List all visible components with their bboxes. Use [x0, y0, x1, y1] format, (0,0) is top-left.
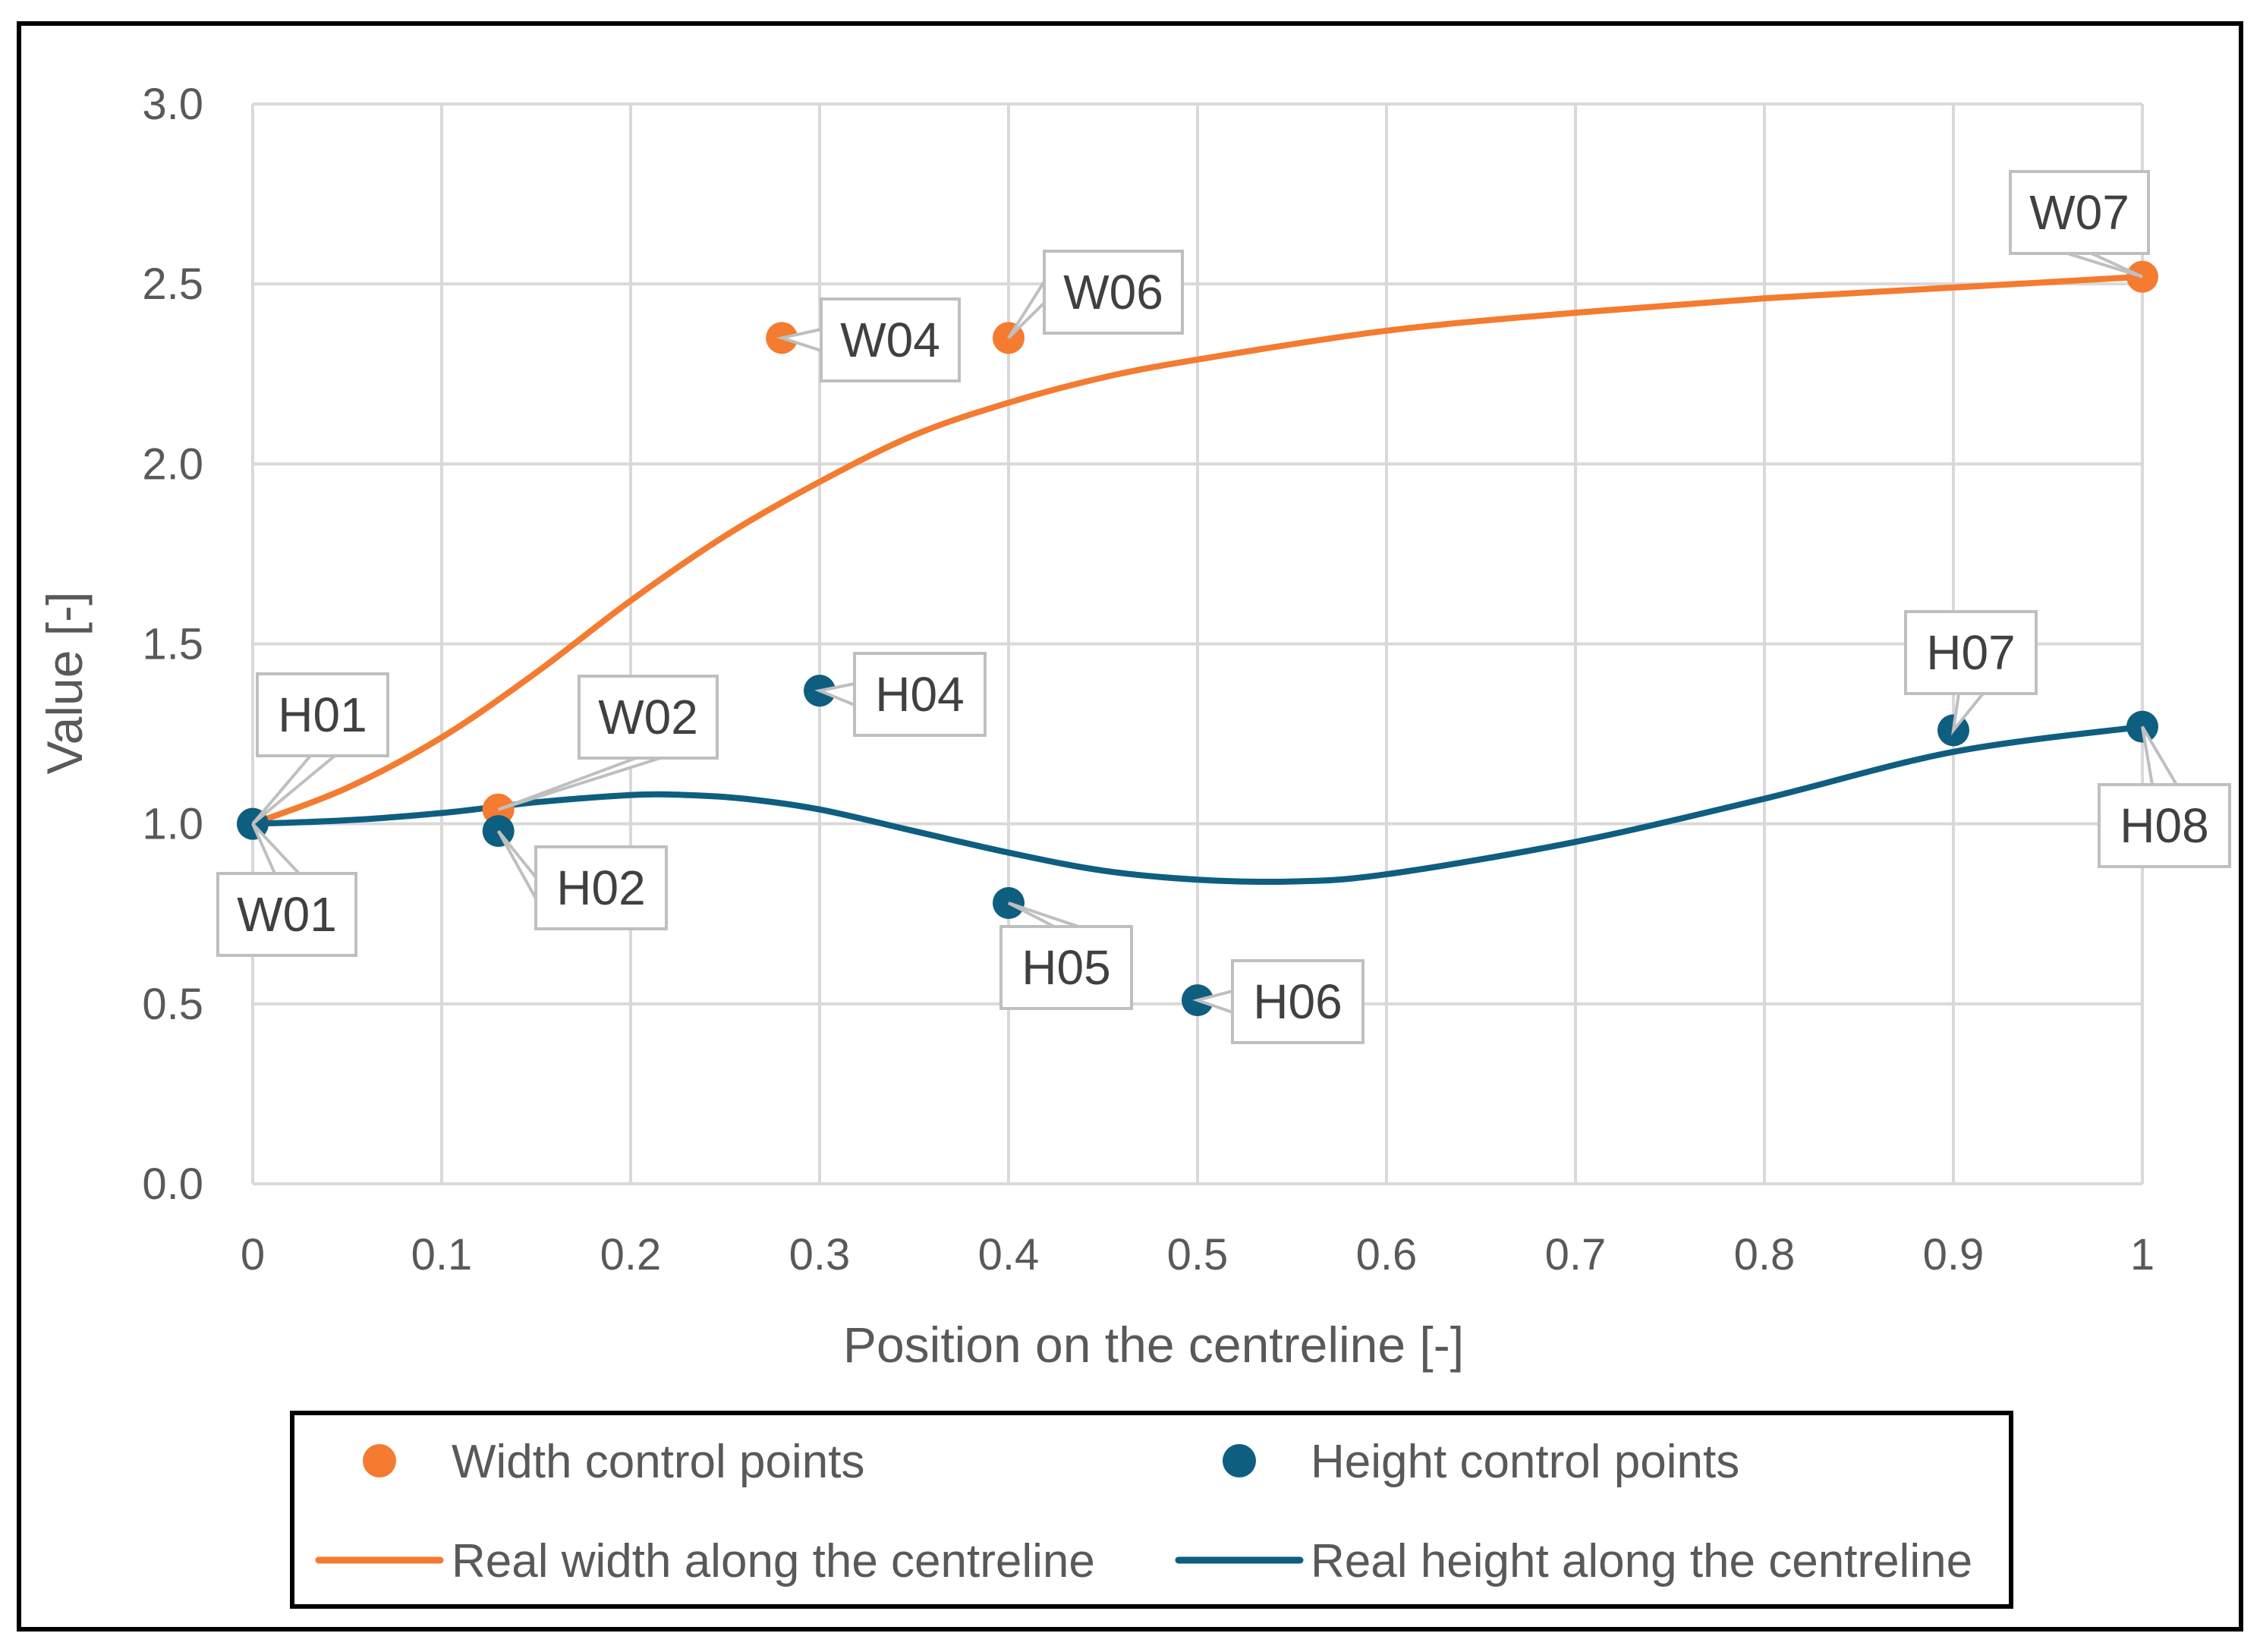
callout-box [2009, 170, 2150, 255]
callout-box [2098, 783, 2231, 868]
legend-frame [290, 1411, 2013, 1609]
legend-width-line-label: Real width along the centreline [452, 1535, 1095, 1587]
x-tick-label: 0.6 [1356, 1230, 1418, 1279]
legend: Width control points Height control poin… [290, 1411, 2013, 1609]
callout-label: H01 [278, 688, 367, 742]
x-tick-label: 0.2 [600, 1230, 662, 1279]
callout-h02: H02 [496, 829, 668, 930]
x-tick-label: 0.4 [978, 1230, 1040, 1279]
callout-box [1904, 610, 2038, 695]
x-tick-label: 0.8 [1734, 1230, 1796, 1279]
callout-label: W04 [840, 313, 940, 367]
height-curve [250, 723, 2145, 886]
callout-w06: W06 [1007, 250, 1184, 339]
x-tick-label: 0 [241, 1230, 265, 1279]
callout-label: H05 [1021, 940, 1110, 995]
x-tick-label: 0.9 [1923, 1230, 1985, 1279]
callout-label: H06 [1253, 974, 1342, 1029]
callout-box [534, 845, 668, 930]
callout-h01: H01 [251, 672, 389, 826]
x-axis-title: Position on the centreline [-] [843, 1317, 1464, 1373]
x-tick-label: 0.3 [789, 1230, 851, 1279]
y-tick-label: 3.0 [142, 80, 203, 129]
callout-box [853, 652, 987, 737]
callout-w07: W07 [2009, 170, 2150, 278]
callout-box [578, 675, 719, 760]
callout-h08: H08 [2098, 725, 2231, 868]
x-tick-label: 0.5 [1167, 1230, 1229, 1279]
legend-width-points-marker [363, 1444, 396, 1477]
y-tick-label: 2.0 [142, 439, 203, 489]
callout-h04: H04 [814, 652, 987, 737]
callout-box [256, 672, 389, 757]
callout-w01: W01 [216, 823, 357, 957]
callout-h06: H06 [1192, 959, 1364, 1044]
callout-box [1043, 250, 1184, 335]
callout-box [1231, 959, 1364, 1044]
width-curve [250, 273, 2145, 827]
callout-label: W02 [598, 690, 698, 744]
callout-label: H08 [2120, 798, 2208, 853]
legend-width-points-label: Width control points [452, 1436, 864, 1488]
callout-h05: H05 [999, 902, 1133, 1010]
y-tick-label: 0.0 [142, 1160, 203, 1209]
x-tick-label: 0.7 [1545, 1230, 1607, 1279]
callout-label: W07 [2029, 185, 2129, 240]
axes: 0 0.1 0.2 0.3 0.4 0.5 0.6 0.7 0.8 0.9 1 0.0 0.5 1.0 1.… [142, 80, 2155, 1279]
callout-box [999, 925, 1133, 1010]
callout-label: H04 [875, 667, 964, 722]
y-axis-title: Value [-] [36, 592, 93, 775]
callout-label: W06 [1063, 265, 1163, 319]
x-tick-label: 1 [2130, 1230, 2155, 1279]
callout-box [216, 872, 357, 957]
legend-height-line-label: Real height along the centreline [1311, 1535, 1972, 1587]
legend-height-points-marker [1223, 1444, 1256, 1477]
x-tick-label: 0.1 [411, 1230, 473, 1279]
series-lines [250, 273, 2145, 886]
y-tick-label: 1.0 [142, 800, 203, 849]
callout-box [820, 297, 961, 382]
callout-h07: H07 [1904, 610, 2038, 736]
legend-height-points-label: Height control points [1311, 1436, 1739, 1488]
callout-w04: W04 [776, 297, 961, 382]
callout-label: H02 [556, 861, 645, 915]
y-tick-label: 1.5 [142, 620, 203, 669]
callout-w02: W02 [498, 675, 719, 811]
callout-label: H07 [1926, 625, 2015, 680]
point-callouts: W01 W02 W04 W06 W07 H01 H02 H04 H05 H06 H07 H08 [216, 170, 2231, 1044]
callout-label: W01 [237, 887, 337, 942]
y-tick-label: 2.5 [142, 260, 203, 309]
y-tick-label: 0.5 [142, 980, 203, 1029]
